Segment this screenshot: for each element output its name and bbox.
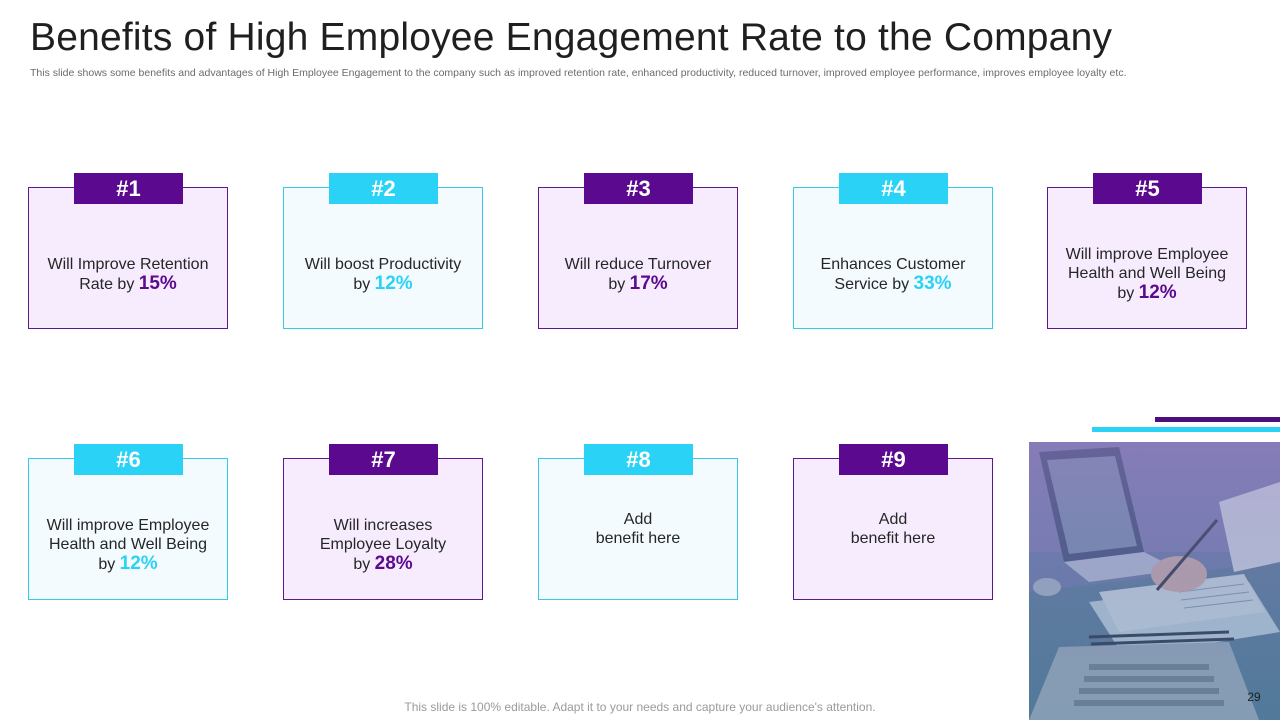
benefit-badge: #3: [584, 173, 693, 204]
benefit-badge: #8: [584, 444, 693, 475]
benefit-card-2: #2 Will boost Productivity by 12%: [283, 173, 483, 329]
benefit-value-line: Service by 33%: [834, 274, 951, 294]
benefit-line: Will improve Employee: [46, 517, 210, 534]
accent-bar-cyan: [1092, 427, 1280, 432]
benefit-prefix: by: [353, 275, 375, 293]
page-number: 29: [1247, 690, 1261, 704]
benefit-badge: #1: [74, 173, 183, 204]
benefit-percentage: 17%: [629, 272, 668, 294]
benefit-line: benefit here: [595, 530, 681, 547]
benefit-badge: #2: [329, 173, 438, 204]
benefit-line: Health and Well Being: [1067, 265, 1227, 282]
benefit-text: Add benefit here: [547, 499, 729, 559]
benefit-value-line: by 12%: [98, 554, 157, 574]
benefit-prefix: Rate by: [79, 275, 139, 293]
workspace-photo: [1029, 442, 1280, 720]
benefit-value-line: by 12%: [353, 274, 412, 294]
benefit-percentage: 28%: [374, 553, 413, 574]
benefit-text: Will boost Productivity by 12%: [292, 228, 474, 320]
benefit-card-5: #5 Will improve Employee Health and Well…: [1047, 173, 1247, 329]
benefit-value-line: by 17%: [608, 274, 667, 294]
benefit-percentage: 12%: [1138, 282, 1177, 303]
slide-subtitle: This slide shows some benefits and advan…: [30, 67, 1127, 79]
benefit-line: Enhances Customer: [820, 255, 966, 273]
benefit-card-9: #9 Add benefit here: [793, 444, 993, 600]
benefit-text: Will reduce Turnover by 17%: [547, 228, 729, 320]
benefit-card-1: #1 Will Improve Retention Rate by 15%: [28, 173, 228, 329]
benefit-badge: #4: [839, 173, 948, 204]
benefit-value-line: by 28%: [353, 554, 412, 574]
benefit-text: Will improve Employee Health and Well Be…: [37, 499, 219, 591]
benefit-line: Employee Loyalty: [319, 536, 447, 553]
benefit-prefix: by: [353, 556, 375, 573]
benefit-percentage: 33%: [913, 272, 952, 294]
benefit-card-3: #3 Will reduce Turnover by 17%: [538, 173, 738, 329]
benefit-line: Will increases: [333, 517, 433, 534]
benefit-card-8: #8 Add benefit here: [538, 444, 738, 600]
workspace-photo-illustration: [1029, 442, 1280, 720]
benefit-percentage: 15%: [138, 272, 177, 294]
benefit-badge: #7: [329, 444, 438, 475]
benefit-value-line: Rate by 15%: [79, 274, 177, 294]
benefit-card-6: #6 Will improve Employee Health and Well…: [28, 444, 228, 600]
benefit-text: Add benefit here: [802, 499, 984, 559]
benefit-badge: #5: [1093, 173, 1202, 204]
benefit-card-4: #4 Enhances Customer Service by 33%: [793, 173, 993, 329]
benefit-text: Enhances Customer Service by 33%: [802, 228, 984, 320]
benefit-line: Will reduce Turnover: [564, 255, 712, 273]
benefit-text: Will Improve Retention Rate by 15%: [37, 228, 219, 320]
benefit-prefix: Service by: [834, 275, 914, 293]
benefit-line: Will boost Productivity: [304, 255, 462, 273]
benefit-value-line: by 12%: [1117, 283, 1176, 303]
benefit-line: benefit here: [850, 530, 936, 547]
benefit-prefix: by: [608, 275, 630, 293]
slide-footer-note: This slide is 100% editable. Adapt it to…: [404, 700, 876, 714]
slide-title: Benefits of High Employee Engagement Rat…: [30, 16, 1113, 59]
benefit-badge: #6: [74, 444, 183, 475]
benefit-percentage: 12%: [119, 553, 158, 574]
accent-bar-purple: [1155, 417, 1280, 422]
benefit-card-7: #7 Will increases Employee Loyalty by 28…: [283, 444, 483, 600]
benefit-text: Will increases Employee Loyalty by 28%: [292, 499, 474, 591]
benefit-prefix: by: [1117, 285, 1139, 302]
benefit-line: Will Improve Retention: [47, 255, 209, 273]
benefit-line: Will improve Employee: [1065, 246, 1229, 263]
benefit-prefix: by: [98, 556, 120, 573]
benefit-percentage: 12%: [374, 272, 413, 294]
benefit-text: Will improve Employee Health and Well Be…: [1056, 228, 1238, 320]
benefit-badge: #9: [839, 444, 948, 475]
benefit-line: Health and Well Being: [48, 536, 208, 553]
benefit-line: Add: [878, 511, 908, 528]
benefit-line: Add: [623, 511, 653, 528]
